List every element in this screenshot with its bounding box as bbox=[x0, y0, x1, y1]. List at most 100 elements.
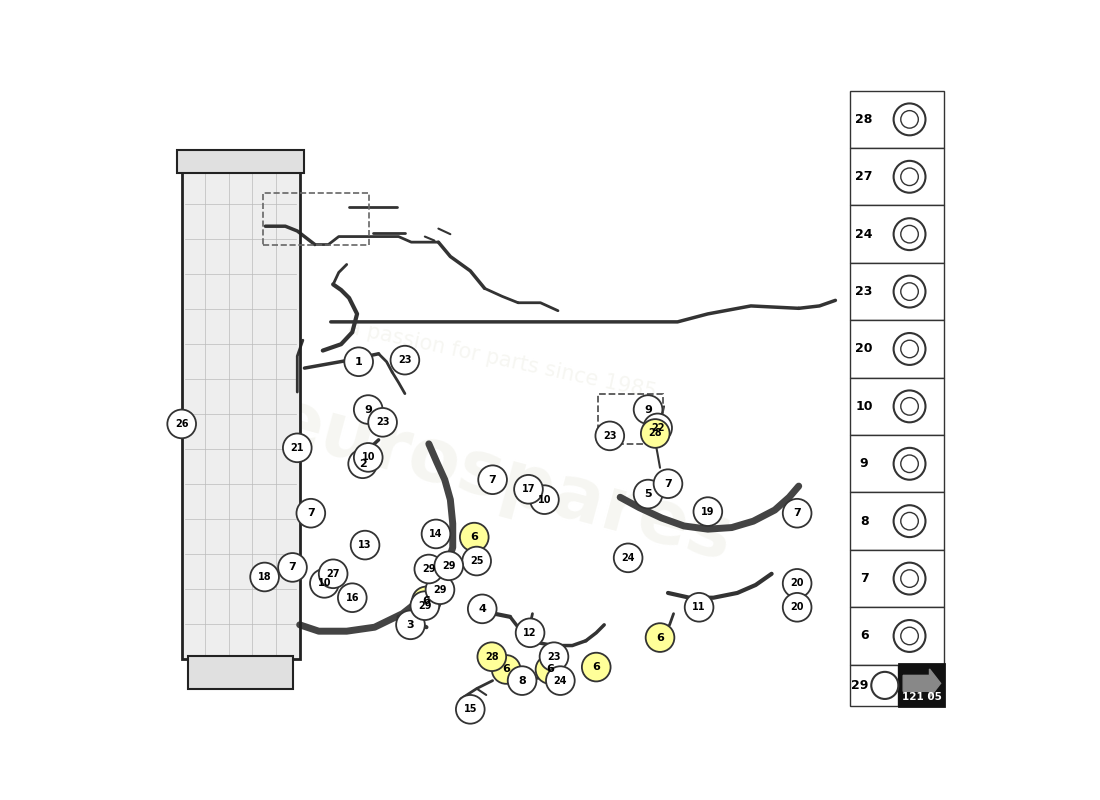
Text: 27: 27 bbox=[327, 569, 340, 578]
Text: 17: 17 bbox=[521, 484, 536, 494]
Text: a passion for parts since 1985: a passion for parts since 1985 bbox=[346, 318, 658, 402]
Text: 3: 3 bbox=[407, 620, 415, 630]
Circle shape bbox=[278, 553, 307, 582]
Text: 29: 29 bbox=[422, 564, 436, 574]
Circle shape bbox=[614, 543, 642, 572]
Text: 121 05: 121 05 bbox=[902, 692, 942, 702]
Text: 7: 7 bbox=[307, 508, 315, 518]
Text: 28: 28 bbox=[856, 113, 872, 126]
FancyBboxPatch shape bbox=[850, 320, 944, 378]
Text: 5: 5 bbox=[645, 489, 652, 499]
Text: 15: 15 bbox=[463, 704, 477, 714]
Circle shape bbox=[410, 591, 439, 620]
Text: 7: 7 bbox=[488, 474, 496, 485]
Circle shape bbox=[783, 569, 812, 598]
Text: 13: 13 bbox=[359, 540, 372, 550]
FancyBboxPatch shape bbox=[182, 169, 299, 659]
FancyBboxPatch shape bbox=[899, 664, 944, 706]
Text: 9: 9 bbox=[364, 405, 372, 414]
Circle shape bbox=[349, 450, 377, 478]
Text: 14: 14 bbox=[429, 529, 442, 539]
Circle shape bbox=[783, 499, 812, 527]
Circle shape bbox=[462, 546, 491, 575]
Text: 23: 23 bbox=[376, 418, 389, 427]
Text: 20: 20 bbox=[791, 578, 804, 588]
Text: 22: 22 bbox=[651, 423, 664, 433]
Text: 10: 10 bbox=[856, 400, 873, 413]
Circle shape bbox=[684, 593, 714, 622]
FancyBboxPatch shape bbox=[850, 90, 944, 148]
Circle shape bbox=[595, 422, 624, 450]
Text: 23: 23 bbox=[547, 652, 561, 662]
Text: 23: 23 bbox=[603, 431, 616, 441]
Circle shape bbox=[351, 530, 380, 559]
Circle shape bbox=[421, 519, 450, 548]
Text: 7: 7 bbox=[793, 508, 801, 518]
Text: 25: 25 bbox=[470, 556, 483, 566]
Text: 9: 9 bbox=[860, 458, 868, 470]
Text: 20: 20 bbox=[856, 342, 873, 355]
Text: 4: 4 bbox=[478, 604, 486, 614]
Text: 21: 21 bbox=[290, 443, 304, 453]
Circle shape bbox=[415, 554, 443, 583]
Text: eurospares: eurospares bbox=[264, 383, 740, 576]
Text: 11: 11 bbox=[692, 602, 706, 612]
Text: 26: 26 bbox=[175, 419, 188, 429]
Text: 29: 29 bbox=[418, 601, 431, 610]
Circle shape bbox=[516, 618, 544, 647]
Text: 12: 12 bbox=[524, 628, 537, 638]
FancyBboxPatch shape bbox=[850, 263, 944, 320]
Circle shape bbox=[530, 486, 559, 514]
Text: 19: 19 bbox=[701, 506, 715, 517]
Circle shape bbox=[412, 586, 441, 615]
Circle shape bbox=[546, 666, 574, 695]
Text: 24: 24 bbox=[856, 228, 873, 241]
Polygon shape bbox=[903, 669, 940, 698]
Text: 6: 6 bbox=[422, 596, 430, 606]
Circle shape bbox=[634, 395, 662, 424]
Circle shape bbox=[540, 642, 569, 671]
FancyBboxPatch shape bbox=[850, 206, 944, 263]
Text: 7: 7 bbox=[288, 562, 296, 573]
Circle shape bbox=[310, 569, 339, 598]
FancyBboxPatch shape bbox=[850, 665, 898, 706]
Circle shape bbox=[283, 434, 311, 462]
Circle shape bbox=[455, 695, 485, 724]
Circle shape bbox=[354, 395, 383, 424]
Text: 28: 28 bbox=[485, 652, 498, 662]
Text: 28: 28 bbox=[648, 429, 662, 438]
Circle shape bbox=[460, 522, 488, 551]
Circle shape bbox=[167, 410, 196, 438]
Text: 6: 6 bbox=[860, 630, 868, 642]
Text: 7: 7 bbox=[860, 572, 869, 585]
Text: 24: 24 bbox=[621, 553, 635, 563]
Circle shape bbox=[434, 551, 463, 580]
Text: 7: 7 bbox=[664, 478, 672, 489]
Text: 9: 9 bbox=[645, 405, 652, 414]
Text: 10: 10 bbox=[362, 452, 375, 462]
Circle shape bbox=[354, 443, 383, 472]
Circle shape bbox=[693, 498, 723, 526]
FancyBboxPatch shape bbox=[850, 378, 944, 435]
FancyBboxPatch shape bbox=[850, 148, 944, 206]
Text: 27: 27 bbox=[856, 170, 873, 183]
Circle shape bbox=[390, 346, 419, 374]
Text: 6: 6 bbox=[546, 665, 554, 674]
Text: 10: 10 bbox=[538, 494, 551, 505]
FancyBboxPatch shape bbox=[850, 607, 944, 665]
Text: 6: 6 bbox=[592, 662, 601, 672]
Circle shape bbox=[514, 475, 542, 504]
Text: 8: 8 bbox=[518, 676, 526, 686]
Circle shape bbox=[634, 480, 662, 509]
Text: 29: 29 bbox=[433, 585, 447, 594]
Circle shape bbox=[396, 610, 425, 639]
Text: 6: 6 bbox=[503, 665, 510, 674]
Circle shape bbox=[477, 642, 506, 671]
Text: 18: 18 bbox=[257, 572, 272, 582]
Circle shape bbox=[468, 594, 496, 623]
Circle shape bbox=[368, 408, 397, 437]
Circle shape bbox=[338, 583, 366, 612]
Circle shape bbox=[344, 347, 373, 376]
Text: 20: 20 bbox=[791, 602, 804, 612]
Text: 24: 24 bbox=[553, 676, 568, 686]
